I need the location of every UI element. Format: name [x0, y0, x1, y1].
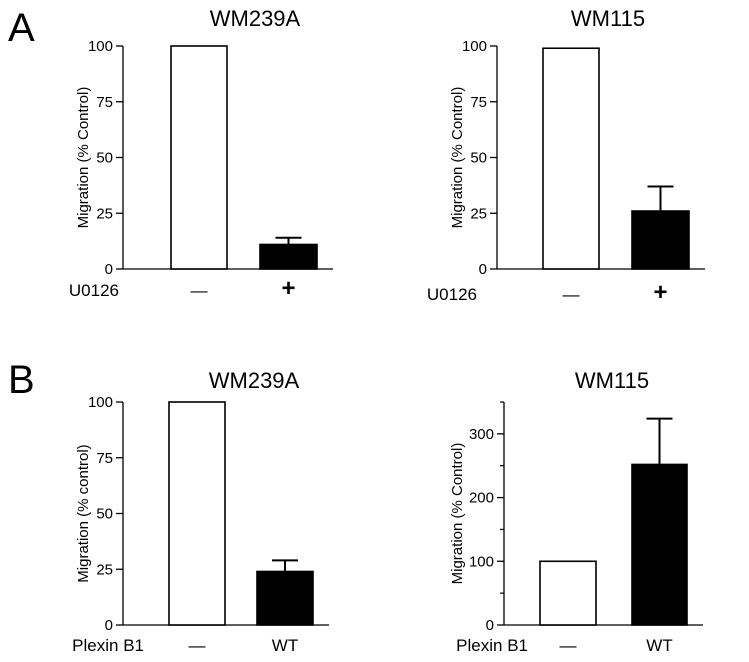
- chart-1-category-label-1: —: [191, 281, 208, 300]
- chart-1-y-axis-label: Migration (% Control): [75, 87, 92, 229]
- chart-1-y-tick-label-75: 75: [96, 94, 113, 111]
- chart-4-y-axis-label: Migration (% Control): [449, 443, 466, 585]
- chart-2-y-tick-label-0: 0: [479, 261, 487, 278]
- chart-3-y-tick-label-100: 100: [88, 394, 113, 411]
- chart-3-y-tick-label-50: 50: [96, 506, 113, 523]
- chart-2-title: WM115: [571, 6, 645, 31]
- chart-4-bar-2: [631, 463, 688, 626]
- chart-3-y-tick-label-75: 75: [96, 450, 113, 467]
- chart-1-category-label-2: +: [281, 275, 295, 302]
- chart-3-category-label-2: WT: [272, 636, 298, 655]
- chart-3-y-tick-label-25: 25: [96, 561, 113, 578]
- chart-2-y-tick-label-50: 50: [470, 150, 487, 167]
- chart-3-title: WM239A: [209, 368, 300, 393]
- chart-1-bar-2: [259, 243, 318, 270]
- panel-letter-a: A: [8, 6, 35, 50]
- chart-2-category-label-2: +: [653, 279, 667, 306]
- chart-4-category-label-2: WT: [646, 636, 672, 655]
- chart-2-y-tick-label-75: 75: [470, 94, 487, 111]
- chart-3-x-axis-label: Plexin B1: [72, 636, 144, 655]
- chart-4-bar-1: [539, 560, 597, 626]
- chart-1-y-tick-label-25: 25: [96, 205, 113, 222]
- chart-4-y-tick-label-100: 100: [469, 553, 494, 570]
- chart-3-y-tick-label-0: 0: [105, 617, 113, 634]
- chart-2-bar-1: [542, 47, 600, 270]
- chart-1-x-axis-label: U0126: [69, 281, 119, 300]
- chart-1-y-tick-label-0: 0: [105, 261, 113, 278]
- panel-letter-b: B: [8, 358, 35, 402]
- chart-3-bar-1: [168, 401, 226, 626]
- chart-4-category-label-1: —: [560, 636, 577, 655]
- chart-2-x-axis-label: U0126: [427, 285, 477, 304]
- chart-3-y-axis-label: Migration (% control): [75, 444, 92, 582]
- chart-4-y-tick-label-200: 200: [469, 490, 494, 507]
- chart-4-y-tick-label-300: 300: [469, 426, 494, 443]
- chart-1-title: WM239A: [210, 6, 301, 31]
- chart-1-y-tick-label-100: 100: [88, 38, 113, 55]
- chart-4-title: WM115: [575, 368, 649, 393]
- chart-2-category-label-1: —: [563, 285, 580, 304]
- chart-4-y-tick-label-0: 0: [486, 617, 494, 634]
- chart-3-category-label-1: —: [189, 636, 206, 655]
- chart-1-bar-1: [170, 45, 228, 270]
- chart-1-y-tick-label-50: 50: [96, 150, 113, 167]
- chart-2-bar-2: [631, 210, 690, 270]
- chart-3-bar-2: [256, 570, 314, 626]
- chart-2-y-tick-label-25: 25: [470, 205, 487, 222]
- chart-2-y-axis-label: Migration (% Control): [449, 87, 466, 229]
- chart-2-y-tick-label-100: 100: [462, 38, 487, 55]
- chart-4-x-axis-label: Plexin B1: [456, 636, 528, 655]
